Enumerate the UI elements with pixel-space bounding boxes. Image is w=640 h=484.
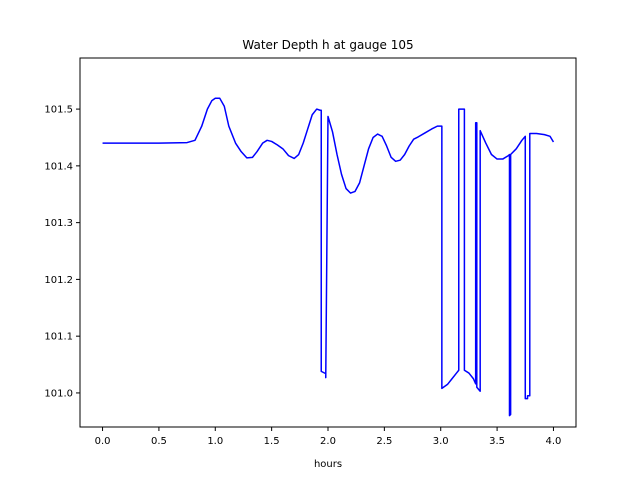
y-tick-label-2: 101.2 bbox=[44, 275, 73, 286]
y-tick-label-5: 101.5 bbox=[44, 105, 73, 116]
y-tick-label-1: 101.1 bbox=[44, 332, 73, 343]
x-axis-label: hours bbox=[314, 459, 342, 470]
plot-frame bbox=[79, 57, 577, 428]
y-tick-label-4: 101.4 bbox=[44, 161, 73, 172]
series-line-0 bbox=[102, 97, 555, 417]
axes: 0.0 0.5 1.0 1.5 2.0 2.5 3.0 3.5 4.0 101.0 101.1 101… bbox=[44, 57, 577, 447]
chart-title: Water Depth h at gauge 105 bbox=[242, 38, 413, 52]
x-tick-label-0: 0.0 bbox=[95, 436, 111, 447]
x-tick-label-3: 1.5 bbox=[264, 436, 280, 447]
x-tick-label-5: 2.5 bbox=[376, 436, 392, 447]
x-tick-label-8: 4.0 bbox=[546, 436, 562, 447]
y-tick-label-3: 101.3 bbox=[44, 218, 73, 229]
x-tick-label-4: 2.0 bbox=[320, 436, 336, 447]
x-tick-label-2: 1.0 bbox=[207, 436, 223, 447]
x-tick-label-1: 0.5 bbox=[151, 436, 167, 447]
plot-area bbox=[102, 97, 555, 417]
x-tick-label-6: 3.0 bbox=[433, 436, 449, 447]
y-tick-label-0: 101.0 bbox=[44, 388, 73, 399]
x-tick-label-7: 3.5 bbox=[489, 436, 505, 447]
